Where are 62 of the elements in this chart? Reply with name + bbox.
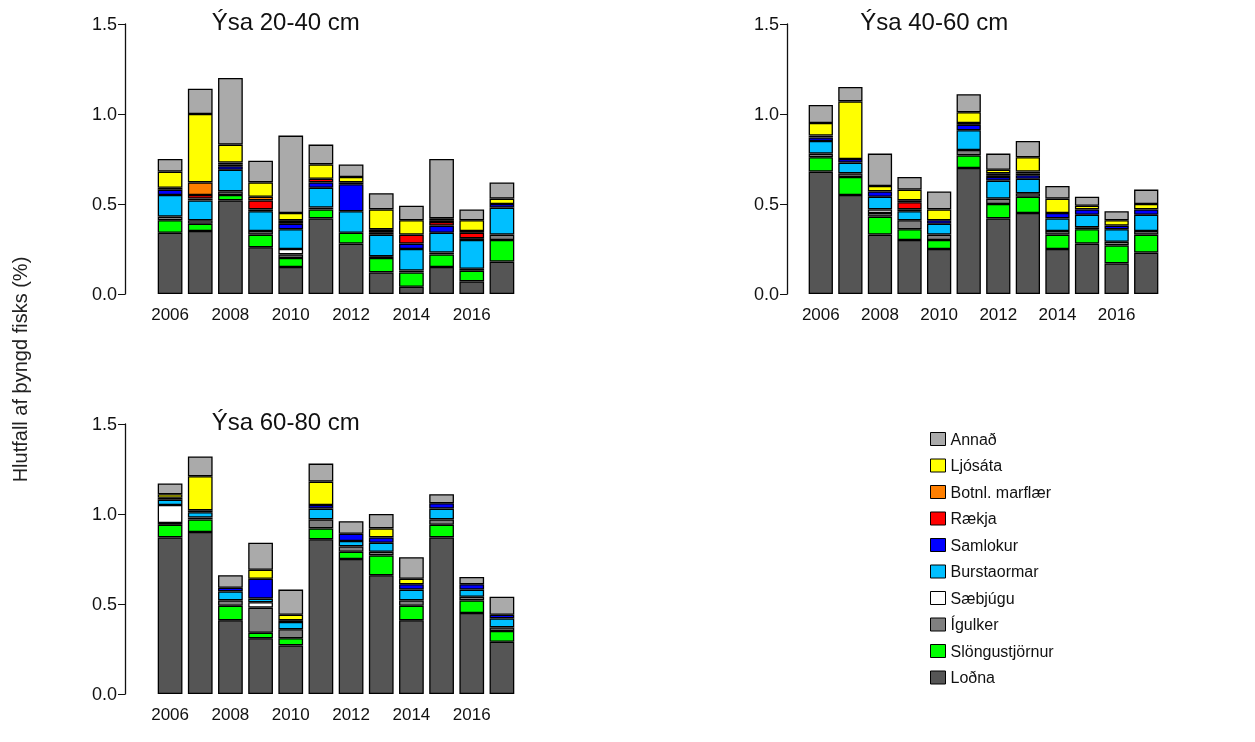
x-tick-label: 2010 (920, 305, 959, 324)
x-tick-label: 2014 (392, 305, 431, 324)
x-tick-label: 2010 (271, 705, 310, 724)
legend-label: Annað (950, 430, 997, 448)
x-tick-label: 2006 (151, 305, 189, 324)
y-tick-label: 1.0 (753, 104, 779, 124)
bar (489, 618, 515, 628)
x-tick-label: 2012 (979, 305, 1018, 324)
bar (429, 159, 454, 219)
x-tick-label: 2016 (1097, 305, 1136, 324)
x-tick-label: 2012 (332, 305, 370, 324)
x-tick-label: 2006 (801, 305, 840, 324)
x-tick-label: 2008 (211, 705, 250, 724)
y-tick-label: 1.5 (753, 14, 779, 34)
x-tick-label: 2016 (452, 305, 491, 324)
bar (218, 575, 243, 588)
bar (157, 483, 183, 495)
y-tick-label: 1.0 (91, 104, 117, 124)
bar (218, 169, 243, 192)
chart-title: Ýsa 60-80 cm (211, 407, 360, 435)
x-tick-label: 2012 (332, 705, 370, 724)
y-tick-label: 0.5 (91, 194, 117, 214)
bar (1074, 196, 1100, 206)
bar (248, 200, 273, 210)
bar (1015, 178, 1040, 194)
bar (368, 234, 394, 257)
legend-label: Botnl. marflær (950, 483, 1052, 501)
y-tick-label: 1.0 (91, 504, 117, 524)
y-tick-label: 1.5 (91, 14, 117, 34)
bar (489, 596, 515, 615)
x-tick-label: 2014 (392, 705, 431, 724)
x-tick-label: 2008 (211, 305, 250, 324)
x-tick-label: 2008 (861, 305, 899, 324)
y-tick-label: 1.5 (91, 414, 117, 434)
chart-title: Ýsa 40-60 cm (860, 7, 1009, 35)
bar (248, 211, 273, 231)
bar (459, 232, 485, 239)
x-tick-label: 2010 (271, 305, 310, 324)
legend-label: Slöngustjörnur (950, 642, 1055, 660)
x-tick-label: 2016 (452, 705, 491, 724)
y-tick-label: 0.5 (91, 594, 117, 614)
y-tick-label: 0.0 (91, 284, 117, 304)
bar (459, 240, 485, 269)
legend-label: Burstaormar (950, 563, 1040, 580)
legend-label: Ljósáta (950, 457, 1003, 474)
legend-label: Ígulker (950, 615, 1000, 633)
legend-label: Samlokur (950, 536, 1019, 554)
bar (897, 202, 922, 210)
legend-label: Rækja (950, 510, 997, 527)
legend-label: Loðna (950, 669, 996, 686)
bar (838, 162, 863, 174)
y-axis-title: Hlutfall af þyngd fisks (%) (8, 255, 32, 485)
y-tick-label: 0.0 (753, 284, 779, 304)
y-tick-label: 0.5 (753, 194, 779, 214)
x-tick-label: 2006 (151, 705, 189, 724)
legend-label: Sæbjúgu (950, 589, 1015, 607)
chart-title: Ýsa 20-40 cm (211, 7, 360, 35)
x-tick-label: 2014 (1038, 305, 1077, 324)
bar (808, 141, 833, 154)
bar (1104, 229, 1129, 242)
bar (986, 153, 1011, 170)
y-tick-label: 0.0 (91, 684, 117, 704)
